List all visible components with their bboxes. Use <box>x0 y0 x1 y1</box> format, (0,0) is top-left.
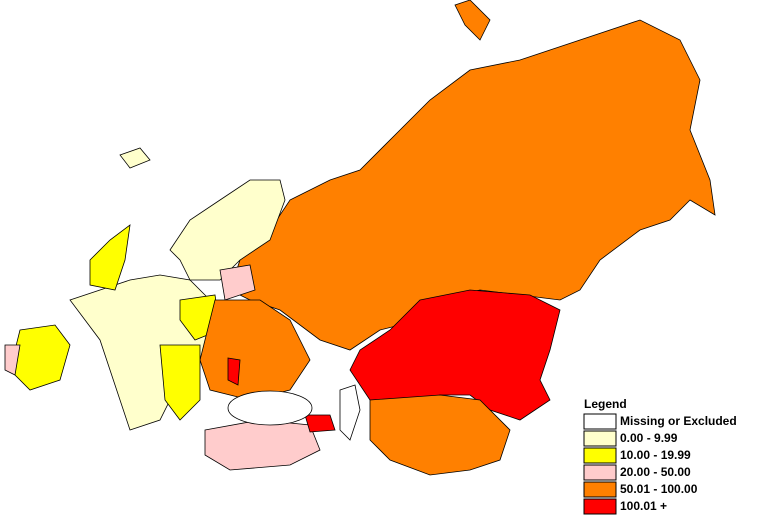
central-asia-south <box>369 394 511 476</box>
balkans <box>159 344 201 421</box>
portugal <box>4 344 21 376</box>
iceland <box>119 147 151 169</box>
legend-label: 10.00 - 19.99 <box>620 448 691 462</box>
moldova <box>227 357 241 386</box>
russia <box>229 19 716 351</box>
legend-label: 100.01 + <box>620 499 667 513</box>
legend-label: 20.00 - 50.00 <box>620 465 691 479</box>
turkey <box>204 419 321 471</box>
legend: Legend Missing or Excluded 0.00 - 9.99 10.… <box>583 397 737 515</box>
legend-swatch <box>583 430 617 447</box>
legend-label: 50.01 - 100.00 <box>620 482 698 496</box>
legend-label: 0.00 - 9.99 <box>620 431 678 445</box>
legend-title: Legend <box>584 397 627 411</box>
arctic-island <box>454 0 491 41</box>
black-sea <box>227 390 313 426</box>
caspian-sea <box>339 384 361 441</box>
legend-label: Missing or Excluded <box>620 414 737 428</box>
ukraine-belarus <box>199 299 311 401</box>
legend-swatch <box>583 447 617 464</box>
legend-swatch <box>583 464 617 481</box>
scandinavia <box>169 179 286 281</box>
caucasus <box>304 414 336 433</box>
baltics <box>219 264 256 301</box>
legend-swatch <box>583 413 617 430</box>
spain <box>9 324 71 391</box>
legend-swatch <box>583 498 617 515</box>
legend-swatch <box>583 481 617 498</box>
uk <box>89 224 131 291</box>
regions <box>4 0 716 476</box>
